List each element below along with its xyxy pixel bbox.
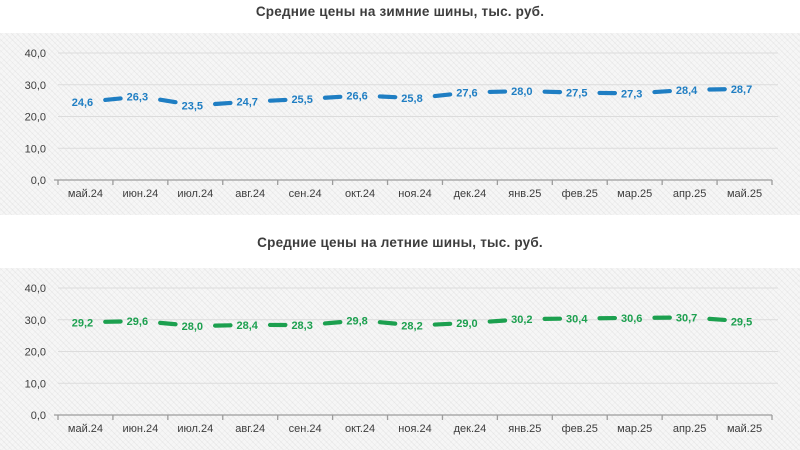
summer-tires-chart-plot: 0,0 10,0 20,0 30,0 40,0 май.24 июн.24 июл.24 авг…	[0, 268, 800, 450]
x-tick-label: авг.24	[235, 188, 265, 200]
x-tick-label: июл.24	[177, 423, 213, 435]
series-dash	[322, 94, 343, 100]
series-dash	[652, 88, 672, 95]
x-tick-label: июн.24	[123, 423, 159, 435]
series-dash	[158, 320, 178, 327]
x-tick-label: фев.25	[562, 188, 598, 200]
series-dash	[322, 319, 343, 326]
data-label: 25,5	[291, 94, 312, 106]
data-label: 28,7	[731, 84, 752, 96]
x-tick-label: июн.24	[123, 188, 159, 200]
data-label: 27,5	[566, 88, 587, 100]
series-dash	[103, 96, 123, 103]
series-dash	[707, 316, 727, 323]
y-tick-label: 0,0	[31, 410, 46, 422]
x-tick-label: авг.24	[235, 423, 265, 435]
x-tick-label: окт.24	[345, 188, 375, 200]
x-tick-label: апр.25	[673, 423, 706, 435]
data-label: 28,4	[237, 320, 259, 332]
x-tick-label: окт.24	[345, 423, 375, 435]
y-tick-label: 30,0	[25, 80, 46, 92]
data-label: 30,7	[676, 313, 697, 325]
x-tick-label: июл.24	[177, 188, 213, 200]
data-label: 25,8	[401, 93, 422, 105]
summer-tires-chart-title: Средние цены на летние шины, тыс. руб.	[257, 235, 543, 250]
data-label: 30,4	[566, 313, 588, 325]
x-tick-label: май.25	[727, 188, 762, 200]
x-tick-label: мар.25	[617, 188, 652, 200]
y-tick-label: 30,0	[25, 315, 46, 327]
winter-tires-chart-plot: 0,0 10,0 20,0 30,0 40,0 май.24 июн.24 июл.24 авг…	[0, 33, 800, 215]
y-tick-label: 20,0	[25, 112, 46, 124]
y-tick-label: 10,0	[25, 378, 46, 390]
data-label: 28,0	[511, 86, 532, 98]
y-tick-label: 20,0	[25, 347, 46, 359]
x-tick-label: янв.25	[508, 188, 541, 200]
data-label: 27,3	[621, 88, 642, 100]
x-tick-label: сен.24	[289, 423, 322, 435]
x-tick-label: мар.25	[617, 423, 652, 435]
series-dash	[158, 97, 178, 105]
data-label: 23,5	[182, 100, 203, 112]
series-dash	[267, 97, 288, 103]
data-label: 24,6	[72, 97, 93, 109]
y-tick-label: 40,0	[25, 283, 46, 295]
data-label: 29,8	[346, 315, 367, 327]
x-tick-label: фев.25	[562, 423, 598, 435]
data-label: 29,6	[127, 316, 148, 328]
data-label: 28,0	[182, 321, 203, 333]
x-tick-label: дек.24	[454, 423, 487, 435]
x-tick-label: сен.24	[289, 188, 322, 200]
series-dash	[377, 94, 398, 100]
series-dash	[377, 320, 398, 326]
winter-tires-chart-title: Средние цены на зимние шины, тыс. руб.	[255, 4, 545, 19]
x-tick-label: май.24	[68, 423, 103, 435]
data-label: 26,6	[346, 91, 367, 103]
x-tick-label: ноя.24	[398, 423, 431, 435]
y-tick-label: 10,0	[25, 143, 46, 155]
data-label: 30,6	[621, 313, 642, 325]
data-label: 28,2	[401, 320, 422, 332]
series-dash	[487, 318, 508, 324]
x-tick-label: янв.25	[508, 423, 541, 435]
data-label: 30,2	[511, 314, 532, 326]
data-label: 29,5	[731, 316, 752, 328]
series-dash	[432, 321, 453, 327]
data-label: 24,7	[237, 97, 258, 109]
y-tick-label: 40,0	[25, 48, 46, 60]
x-tick-label: дек.24	[454, 188, 487, 200]
series-dash	[212, 100, 233, 107]
data-label: 28,4	[676, 85, 698, 97]
data-label: 27,6	[456, 87, 477, 99]
x-tick-label: май.25	[727, 423, 762, 435]
x-tick-label: апр.25	[673, 188, 706, 200]
data-label: 29,2	[72, 317, 93, 329]
series-dash	[432, 92, 453, 99]
data-label: 28,3	[291, 320, 312, 332]
y-tick-label: 0,0	[31, 175, 46, 187]
data-label: 29,0	[456, 318, 477, 330]
x-tick-label: май.24	[68, 188, 103, 200]
x-tick-label: ноя.24	[398, 188, 431, 200]
data-label: 26,3	[127, 91, 148, 103]
